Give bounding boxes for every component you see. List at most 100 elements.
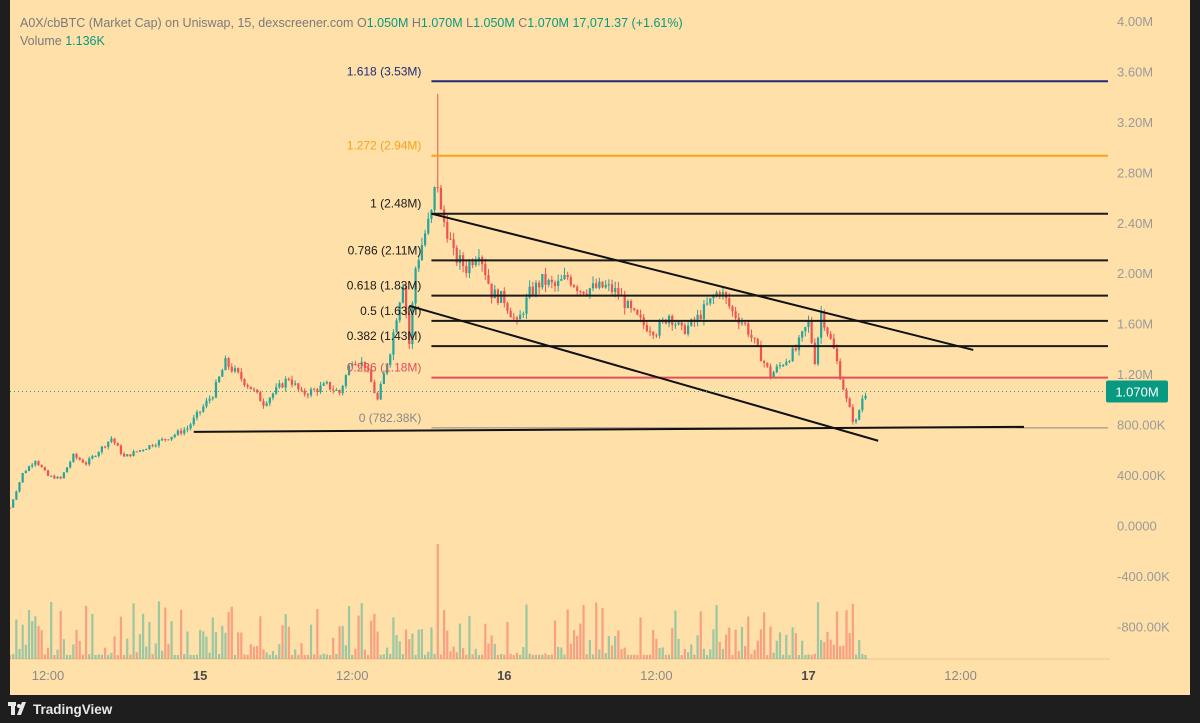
- candle-body: [138, 450, 142, 452]
- candle-body: [439, 187, 443, 210]
- chart-panel[interactable]: 4.00M 3.60M 3.20M 2.80M 2.40M 2.00M 1.60M 1.20M…: [10, 0, 1190, 695]
- volume-bar: [712, 629, 715, 659]
- volume-bar: [721, 648, 725, 659]
- volume-bar: [848, 633, 851, 659]
- fib-level-label: 1.618 (3.53M): [347, 64, 422, 78]
- volume-bar: [563, 654, 566, 659]
- low-label: L: [466, 16, 474, 30]
- volume-bar: [785, 634, 788, 659]
- candle-body: [179, 430, 183, 434]
- volume-bar: [15, 619, 18, 659]
- volume-bar: [452, 646, 455, 659]
- candle-body: [81, 459, 84, 463]
- volume-bar: [271, 650, 275, 659]
- volume-bar: [423, 654, 427, 659]
- candle-body: [224, 358, 227, 371]
- volume-bar: [12, 654, 15, 659]
- volume-bar: [328, 655, 332, 659]
- tradingview-brand[interactable]: TradingView: [33, 702, 113, 717]
- volume-bar: [420, 629, 424, 659]
- volume-bar: [100, 654, 103, 659]
- candle-body: [759, 344, 763, 362]
- volume-bar: [135, 652, 138, 659]
- candle-body: [84, 462, 88, 465]
- candle-body: [629, 300, 633, 309]
- volume-bar: [509, 653, 512, 659]
- volume-bar: [560, 647, 563, 659]
- tradingview-logo-icon[interactable]: [8, 702, 30, 716]
- volume-bar: [579, 623, 582, 659]
- fib-level-label: 1.272 (2.94M): [347, 139, 422, 153]
- candle-body: [709, 298, 712, 304]
- candle-body: [122, 453, 126, 457]
- candle-body: [674, 324, 677, 326]
- volume-bar: [744, 646, 747, 659]
- volume-bar: [69, 655, 72, 659]
- volume-bar: [290, 654, 294, 659]
- volume-bar: [363, 649, 366, 659]
- candle-body: [214, 382, 218, 398]
- candle-body: [658, 322, 661, 336]
- volume-bar: [861, 654, 864, 659]
- candle-body: [408, 313, 411, 345]
- candle-body: [585, 293, 588, 295]
- volume-bar: [731, 654, 734, 659]
- candle-body: [427, 218, 430, 234]
- candle-body: [40, 464, 43, 468]
- candle-body: [598, 281, 601, 288]
- candle-body: [249, 386, 252, 390]
- candle-body: [59, 476, 62, 479]
- candle-body: [639, 314, 642, 318]
- volume-bar: [249, 644, 252, 659]
- volume-bar: [839, 646, 842, 659]
- x-tick-label: 12:00: [640, 668, 673, 683]
- volume-bar: [680, 655, 683, 659]
- candle-body: [677, 322, 680, 325]
- candle-body: [208, 398, 211, 401]
- candle-body: [763, 361, 766, 363]
- fib-level-label: 0.786 (2.11M): [348, 243, 422, 257]
- volume-bar: [633, 654, 636, 659]
- volume-bar: [75, 629, 78, 659]
- volume-bar: [801, 640, 804, 659]
- candle-body: [97, 452, 100, 457]
- candle-body: [160, 438, 164, 441]
- y-tick-label: 1.20M: [1117, 367, 1153, 382]
- volume-bar: [427, 651, 430, 659]
- volume-bar: [664, 654, 668, 659]
- volume-bar: [842, 645, 845, 659]
- candle-body: [512, 317, 515, 319]
- y-tick-label: 800.00K: [1117, 418, 1166, 433]
- volume-bar: [503, 654, 506, 659]
- volume-bar: [164, 607, 167, 659]
- price-chart[interactable]: 4.00M 3.60M 3.20M 2.80M 2.40M 2.00M 1.60M 1.20M…: [10, 0, 1190, 695]
- volume-bar: [797, 654, 801, 659]
- candle-body: [129, 454, 132, 457]
- candle-body: [319, 385, 322, 392]
- trendline-channel-lower: [408, 304, 879, 442]
- volume-bar: [601, 608, 604, 659]
- volume-bar: [347, 605, 351, 659]
- volume-bar: [59, 611, 62, 659]
- candle-body: [839, 361, 842, 380]
- candle-body: [471, 261, 474, 266]
- candle-body: [303, 390, 306, 395]
- volume-bar: [303, 654, 306, 659]
- volume-bar: [214, 632, 218, 659]
- volume-bar: [484, 623, 487, 659]
- candle-body: [265, 403, 268, 406]
- candle-body: [259, 392, 262, 402]
- candle-body: [31, 464, 34, 467]
- candle-body: [12, 499, 15, 508]
- x-tick-label: 15: [193, 668, 207, 683]
- candle-body: [420, 244, 424, 261]
- volume-bar: [176, 654, 180, 659]
- candle-body: [401, 286, 405, 303]
- volume-bar: [820, 639, 823, 659]
- volume-bar: [360, 603, 363, 659]
- trendline-support-line: [193, 425, 1024, 433]
- candle-body: [411, 303, 414, 345]
- candle-body: [544, 273, 547, 285]
- volume-bar: [392, 617, 395, 659]
- open-label: O: [356, 16, 367, 30]
